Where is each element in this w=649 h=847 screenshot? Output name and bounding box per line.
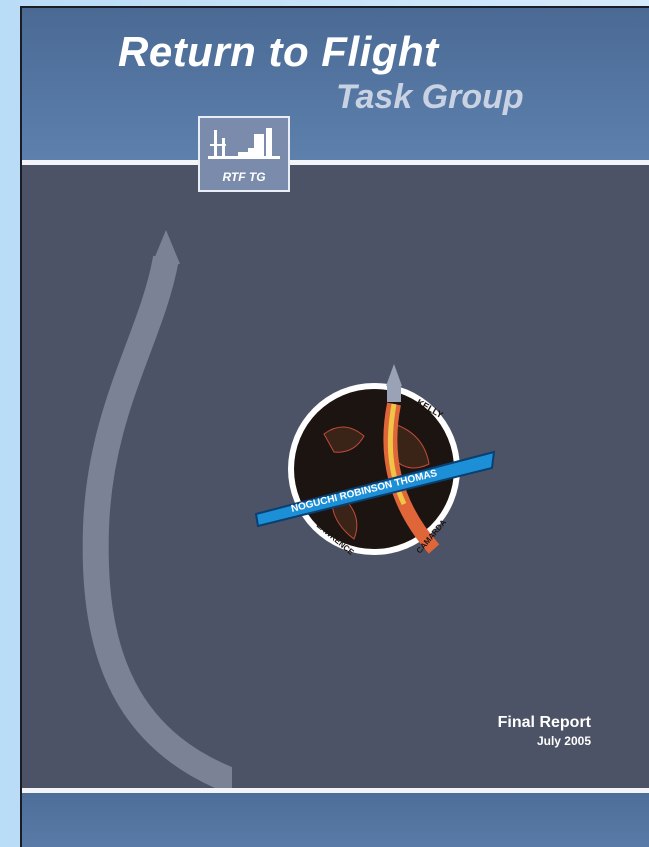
top-rule [22,160,649,165]
footer-band [22,793,649,847]
ascent-arrow [82,230,232,788]
cover-subtitle: Task Group [336,78,524,116]
header-band [22,8,649,160]
rtf-tg-logo: RTF TG [198,116,290,192]
report-title: Final Report [497,714,591,731]
launch-pad-icon [208,128,280,159]
bottom-rule [22,788,649,793]
report-date: July 2005 [536,734,591,748]
cover-title: Return to Flight [118,28,439,75]
mission-patch: NOGUCHI ROBINSON THOMAS COLLINS KELLY LA… [254,364,496,557]
logo-label: RTF TG [222,170,266,184]
report-cover: Return to Flight Task Group RTF TG [20,6,649,847]
